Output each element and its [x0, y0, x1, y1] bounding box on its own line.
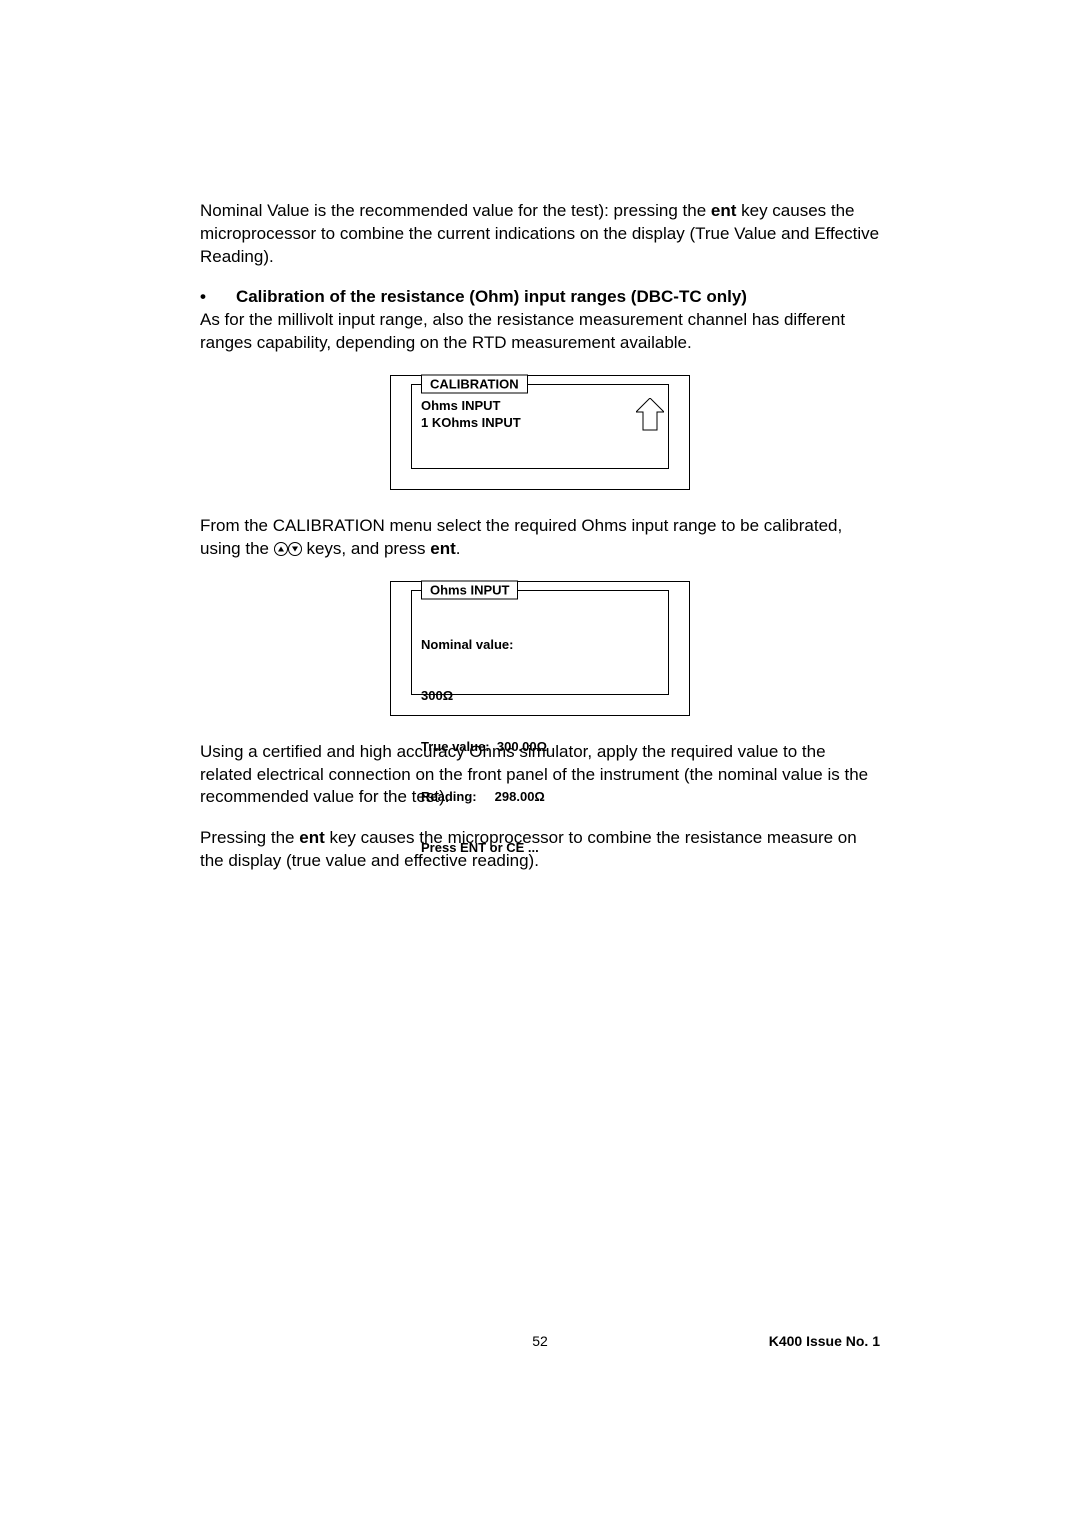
- paragraph-3: From the CALIBRATION menu select the req…: [200, 515, 880, 561]
- doc-info: K400 Issue No. 1: [769, 1333, 880, 1349]
- para1-text: Nominal Value is the recommended value f…: [200, 201, 711, 220]
- paragraph-2: As for the millivolt input range, also t…: [200, 309, 880, 355]
- section-title: Calibration of the resistance (Ohm) inpu…: [236, 287, 747, 307]
- screen2-line1: Nominal value:: [421, 637, 659, 654]
- screen2-line2: 300Ω: [421, 688, 659, 705]
- ent-key-ref-3: ent: [299, 828, 325, 847]
- screen2-line4: Reading: 298.00Ω: [421, 789, 659, 806]
- screen2-outer-border: Ohms INPUT Nominal value: 300Ω True valu…: [390, 581, 690, 716]
- page-content: Nominal Value is the recommended value f…: [200, 200, 880, 891]
- down-key-icon: [288, 542, 302, 556]
- screen1-line2: 1 KOhms INPUT: [421, 415, 659, 432]
- ent-key-ref-1: ent: [711, 201, 737, 220]
- ohms-input-screen: Ohms INPUT Nominal value: 300Ω True valu…: [390, 581, 690, 716]
- screen1-title: CALIBRATION: [421, 374, 528, 393]
- screen1-content: Ohms INPUT 1 KOhms INPUT: [421, 398, 659, 432]
- ent-key-ref-2: ent: [430, 539, 456, 558]
- screen-outer-border: CALIBRATION Ohms INPUT 1 KOhms INPUT: [390, 375, 690, 490]
- section-header: • Calibration of the resistance (Ohm) in…: [200, 287, 880, 307]
- paragraph-1: Nominal Value is the recommended value f…: [200, 200, 880, 269]
- calibration-screen: CALIBRATION Ohms INPUT 1 KOhms INPUT: [390, 375, 690, 490]
- screen1-line1: Ohms INPUT: [421, 398, 659, 415]
- page-number: 52: [532, 1333, 548, 1349]
- screen2-line5: Press ENT or CE ...: [421, 840, 659, 857]
- up-key-icon: [274, 542, 288, 556]
- screen2-title: Ohms INPUT: [421, 580, 518, 599]
- para5-pre: Pressing the: [200, 828, 299, 847]
- para3-mid: keys, and press: [302, 539, 431, 558]
- para3-end: .: [456, 539, 461, 558]
- up-arrow-icon: [636, 398, 664, 432]
- bullet-icon: •: [200, 287, 206, 307]
- screen2-line3: True value: 300.00Ω: [421, 739, 659, 756]
- screen2-content: Nominal value: 300Ω True value: 300.00Ω …: [421, 604, 659, 891]
